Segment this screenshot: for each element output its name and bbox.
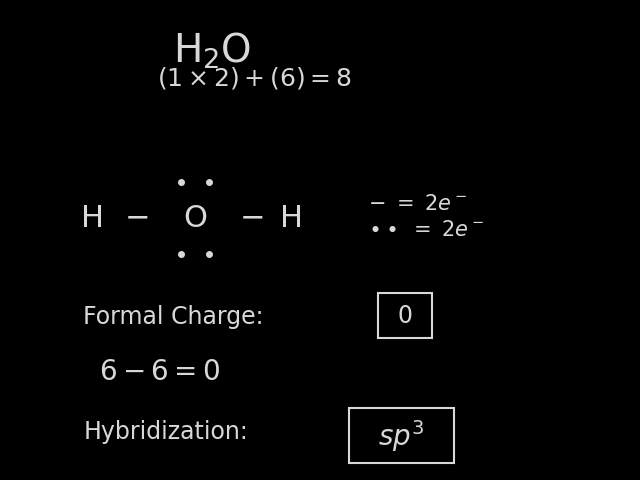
Text: $\mathsf{H_2O}$: $\mathsf{H_2O}$	[173, 31, 251, 72]
Text: $\bullet\bullet\ =\ 2e^-$: $\bullet\bullet\ =\ 2e^-$	[368, 220, 484, 240]
Text: Hybridization:: Hybridization:	[83, 420, 248, 444]
Text: H: H	[81, 204, 104, 233]
Text: O: O	[183, 204, 207, 233]
Text: −: −	[240, 204, 266, 233]
Text: $sp^3$: $sp^3$	[378, 418, 425, 454]
Text: −: −	[125, 204, 150, 233]
Text: H: H	[280, 204, 303, 233]
Text: $-\ =\ 2e^-$: $-\ =\ 2e^-$	[368, 194, 467, 214]
Text: $(1\times2)+(6)=8$: $(1\times2)+(6)=8$	[157, 65, 352, 91]
Text: 0: 0	[397, 304, 412, 328]
Text: $6 - 6 = 0$: $6 - 6 = 0$	[99, 358, 221, 386]
Text: Formal Charge:: Formal Charge:	[83, 305, 264, 329]
